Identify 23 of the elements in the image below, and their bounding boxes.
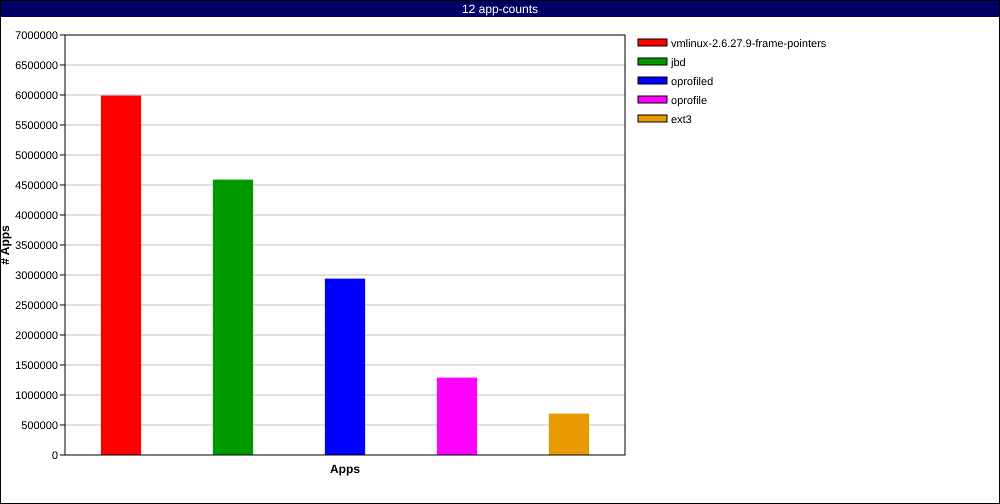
y-tick-label: 500000 [21, 420, 58, 432]
y-tick-label: 0 [52, 450, 58, 462]
y-tick-label: 1000000 [15, 390, 58, 402]
legend-label: ext3 [671, 114, 692, 126]
y-tick-label: 2000000 [15, 330, 58, 342]
legend-label: oprofile [671, 95, 708, 107]
y-tick-label: 6500000 [15, 60, 58, 72]
y-tick-label: 5500000 [15, 120, 58, 132]
y-tick-label: 6000000 [15, 90, 58, 102]
y-tick-label: 2500000 [15, 300, 58, 312]
y-axis-title: # Apps [0, 224, 12, 265]
y-tick-label: 3500000 [15, 240, 58, 252]
legend-label: vmlinux-2.6.27.9-frame-pointers [671, 38, 827, 50]
x-axis-title: Apps [330, 462, 360, 476]
y-tick-label: 5000000 [15, 150, 58, 162]
y-tick-label: 7000000 [15, 30, 58, 42]
legend-label: oprofiled [671, 76, 714, 88]
y-tick-label: 4500000 [15, 180, 58, 192]
y-tick-label: 1500000 [15, 360, 58, 372]
y-tick-label: 3000000 [15, 270, 58, 282]
legend-label: jbd [670, 57, 686, 69]
y-tick-label: 4000000 [15, 210, 58, 222]
chart-title: 12 app-counts [462, 2, 538, 16]
